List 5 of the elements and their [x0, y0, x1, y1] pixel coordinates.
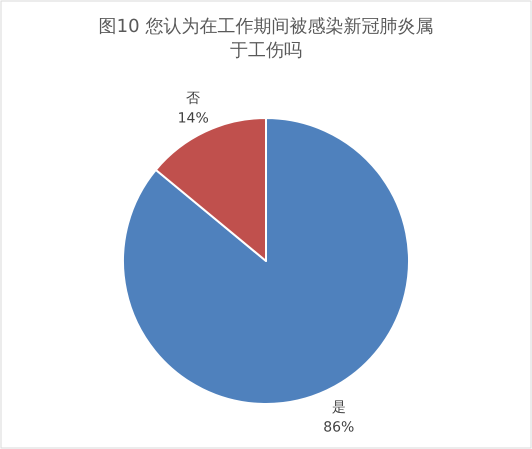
data-label: 14%	[178, 110, 209, 126]
slice-label: 否	[186, 90, 200, 106]
slice-label: 是	[332, 400, 346, 416]
chart-title: 图10 您认为在工作期间被感染新冠肺炎属于工伤吗	[98, 16, 434, 61]
data-label: 86%	[323, 420, 354, 436]
